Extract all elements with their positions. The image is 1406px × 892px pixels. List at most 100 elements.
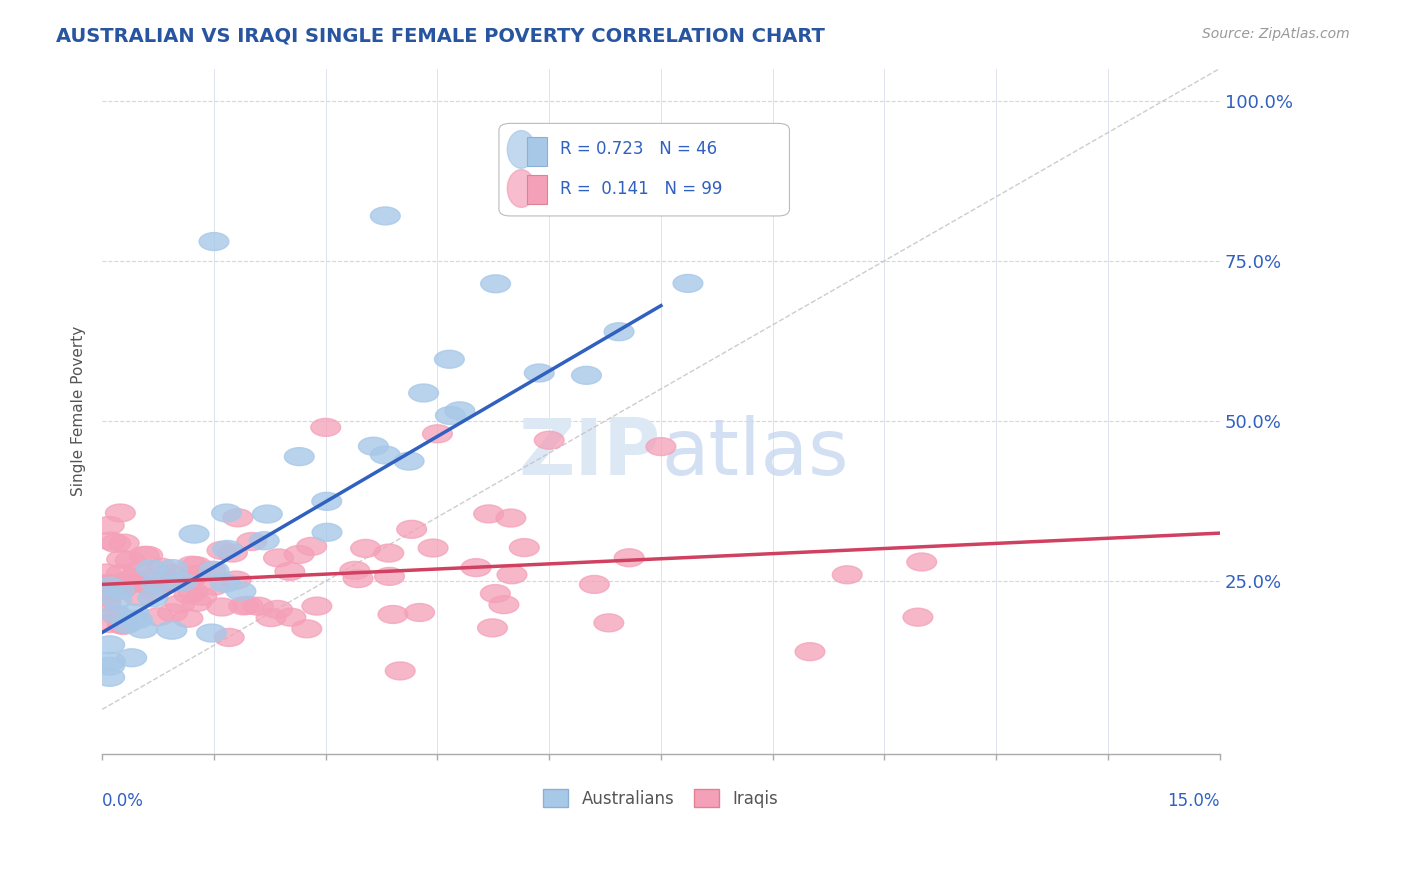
Ellipse shape [405, 604, 434, 622]
Ellipse shape [179, 582, 208, 600]
Ellipse shape [101, 605, 131, 623]
Ellipse shape [141, 582, 170, 600]
Ellipse shape [136, 577, 167, 595]
Ellipse shape [302, 597, 332, 615]
Ellipse shape [115, 551, 145, 570]
Ellipse shape [647, 438, 676, 456]
Ellipse shape [165, 595, 195, 613]
Ellipse shape [96, 532, 125, 550]
Ellipse shape [284, 546, 314, 564]
Ellipse shape [374, 567, 405, 585]
Ellipse shape [474, 505, 503, 523]
Ellipse shape [94, 636, 125, 654]
Ellipse shape [107, 574, 136, 591]
Ellipse shape [534, 431, 564, 450]
Ellipse shape [107, 550, 136, 568]
Ellipse shape [124, 562, 153, 580]
Ellipse shape [94, 657, 125, 675]
Ellipse shape [297, 537, 326, 556]
Ellipse shape [138, 589, 167, 607]
Legend: Australians, Iraqis: Australians, Iraqis [537, 782, 785, 814]
Ellipse shape [418, 539, 449, 557]
Ellipse shape [212, 541, 242, 558]
Text: Source: ZipAtlas.com: Source: ZipAtlas.com [1202, 27, 1350, 41]
Ellipse shape [256, 608, 285, 626]
Ellipse shape [478, 619, 508, 637]
Ellipse shape [200, 233, 229, 251]
Ellipse shape [122, 610, 152, 629]
Ellipse shape [614, 549, 644, 566]
Ellipse shape [481, 584, 510, 602]
Ellipse shape [253, 505, 283, 523]
Ellipse shape [174, 586, 204, 604]
Ellipse shape [385, 662, 415, 680]
Ellipse shape [94, 577, 125, 595]
Ellipse shape [129, 547, 159, 565]
Ellipse shape [276, 608, 305, 626]
Ellipse shape [157, 621, 187, 640]
Ellipse shape [378, 606, 408, 624]
Text: 15.0%: 15.0% [1167, 792, 1220, 810]
Ellipse shape [276, 562, 305, 581]
Ellipse shape [229, 597, 259, 615]
Ellipse shape [579, 575, 609, 593]
Ellipse shape [179, 525, 209, 543]
Ellipse shape [263, 549, 294, 567]
Ellipse shape [174, 573, 204, 591]
Ellipse shape [396, 520, 426, 538]
Ellipse shape [673, 275, 703, 293]
Ellipse shape [152, 570, 181, 588]
Ellipse shape [423, 425, 453, 442]
Ellipse shape [224, 508, 253, 527]
Ellipse shape [115, 575, 145, 593]
Ellipse shape [101, 607, 131, 624]
Ellipse shape [434, 351, 464, 368]
Text: AUSTRALIAN VS IRAQI SINGLE FEMALE POVERTY CORRELATION CHART: AUSTRALIAN VS IRAQI SINGLE FEMALE POVERT… [56, 27, 825, 45]
Ellipse shape [128, 620, 157, 638]
Ellipse shape [593, 614, 624, 632]
Ellipse shape [117, 570, 146, 588]
Ellipse shape [481, 275, 510, 293]
Ellipse shape [524, 364, 554, 382]
Ellipse shape [173, 609, 202, 627]
Ellipse shape [350, 540, 381, 558]
Text: R =  0.141   N = 99: R = 0.141 N = 99 [561, 179, 723, 197]
Ellipse shape [200, 577, 229, 595]
Ellipse shape [236, 533, 267, 550]
Ellipse shape [195, 561, 226, 579]
Ellipse shape [94, 574, 124, 592]
Ellipse shape [226, 582, 256, 600]
Ellipse shape [132, 547, 163, 565]
Ellipse shape [221, 571, 250, 589]
Ellipse shape [110, 534, 139, 552]
Ellipse shape [104, 582, 135, 599]
Ellipse shape [118, 610, 148, 628]
Ellipse shape [311, 418, 340, 436]
Ellipse shape [461, 558, 491, 576]
Ellipse shape [181, 593, 212, 611]
Ellipse shape [105, 582, 135, 599]
Ellipse shape [157, 604, 187, 622]
Ellipse shape [508, 130, 536, 169]
Ellipse shape [177, 557, 207, 574]
Ellipse shape [94, 516, 124, 534]
FancyBboxPatch shape [527, 176, 547, 204]
Ellipse shape [141, 574, 172, 592]
Ellipse shape [157, 559, 187, 578]
Ellipse shape [343, 570, 373, 588]
Ellipse shape [312, 524, 342, 541]
Ellipse shape [91, 564, 121, 582]
Ellipse shape [207, 541, 236, 559]
Ellipse shape [91, 588, 121, 607]
Ellipse shape [233, 597, 263, 615]
Ellipse shape [436, 407, 465, 425]
Ellipse shape [108, 616, 138, 634]
Ellipse shape [96, 652, 125, 670]
Ellipse shape [155, 565, 184, 582]
Ellipse shape [214, 629, 245, 647]
Ellipse shape [96, 582, 127, 599]
Ellipse shape [91, 575, 121, 593]
Ellipse shape [292, 620, 322, 638]
Ellipse shape [340, 561, 370, 580]
Ellipse shape [605, 323, 634, 341]
